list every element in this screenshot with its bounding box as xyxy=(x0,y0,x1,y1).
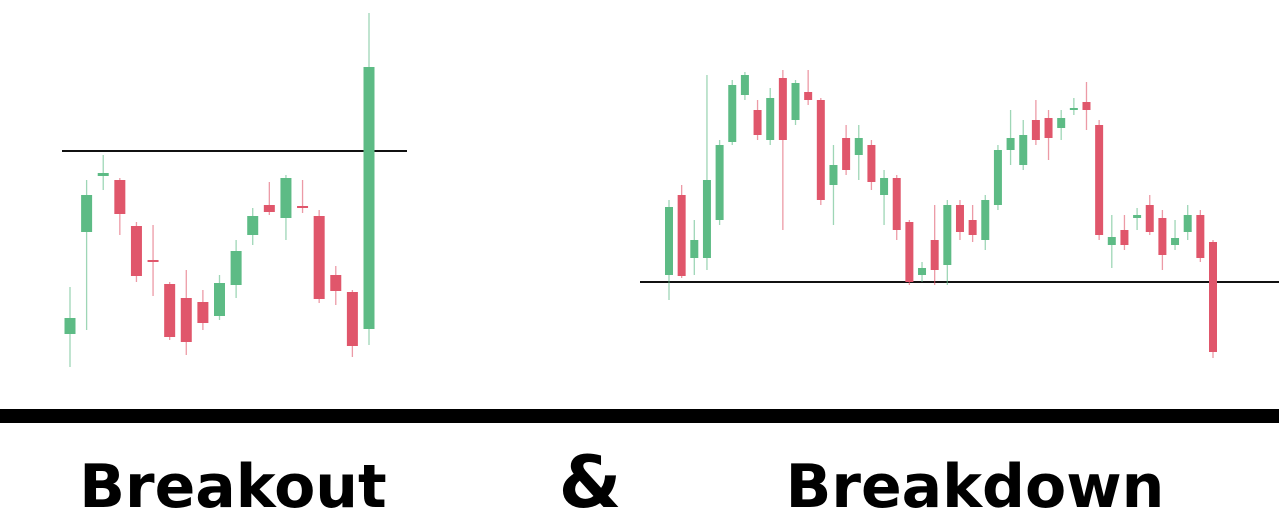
candle-body xyxy=(130,226,142,276)
candle-body xyxy=(943,205,952,265)
candle-body xyxy=(1196,215,1205,258)
candle-body xyxy=(164,284,176,337)
breakdown-label: Breakdown xyxy=(786,452,1165,522)
candle-body xyxy=(180,298,192,342)
candle-body xyxy=(1171,238,1180,245)
candle-body xyxy=(816,100,825,200)
candle-body xyxy=(905,222,914,282)
candle-body xyxy=(230,251,242,285)
candle-body xyxy=(1019,135,1028,165)
candle-body xyxy=(263,205,275,212)
candle-body xyxy=(918,268,927,275)
candle-body xyxy=(1069,108,1078,110)
candle-body xyxy=(1120,230,1129,245)
candle-body xyxy=(702,180,711,258)
candle-body xyxy=(1006,138,1015,150)
candle-body xyxy=(1031,120,1040,140)
candle-body xyxy=(247,216,259,235)
candle-body xyxy=(981,200,990,240)
candle-body xyxy=(993,150,1002,205)
candle-body xyxy=(892,178,901,230)
candle-body xyxy=(114,180,126,214)
candle-body xyxy=(313,216,325,299)
candle-body xyxy=(804,92,813,100)
candle-body xyxy=(955,205,964,232)
candle-body xyxy=(880,178,889,195)
candle-body xyxy=(753,110,762,135)
connector: & xyxy=(559,440,622,524)
candle-body xyxy=(363,67,375,329)
candle-body xyxy=(715,145,724,220)
candle-body xyxy=(64,318,76,334)
candle-body xyxy=(1107,237,1116,245)
candle-body xyxy=(1057,118,1066,128)
candle-body xyxy=(1145,205,1154,232)
candle-body xyxy=(346,292,358,346)
candle-body xyxy=(690,240,699,258)
breakout-label: Breakout xyxy=(79,452,386,522)
candle-body xyxy=(147,260,159,262)
candle-body xyxy=(1044,118,1053,138)
candle-body xyxy=(1209,242,1217,352)
candle-body xyxy=(197,302,209,323)
candle-body xyxy=(297,206,309,208)
candle-body xyxy=(1183,215,1192,232)
candle-body xyxy=(728,85,737,142)
candle-body xyxy=(766,98,775,140)
divider xyxy=(0,409,1279,423)
candle-body xyxy=(280,178,292,218)
candle-body xyxy=(214,283,225,316)
candle-body xyxy=(829,165,838,185)
candle-body xyxy=(842,138,851,170)
candle-body xyxy=(930,240,939,270)
candle-body xyxy=(740,75,749,95)
candle-body xyxy=(97,173,109,176)
candle-body xyxy=(1082,102,1091,110)
candle-body xyxy=(791,83,800,120)
candle-body xyxy=(778,78,787,140)
candle-body xyxy=(1095,125,1104,235)
candle-body xyxy=(968,220,977,235)
candle-body xyxy=(677,195,686,276)
candle-body xyxy=(81,195,93,232)
candle-body xyxy=(1133,215,1142,218)
candle-body xyxy=(854,138,863,155)
candle-body xyxy=(867,145,876,182)
candle-body xyxy=(665,207,673,275)
candle-body xyxy=(1158,218,1167,255)
candle-body xyxy=(330,275,342,291)
